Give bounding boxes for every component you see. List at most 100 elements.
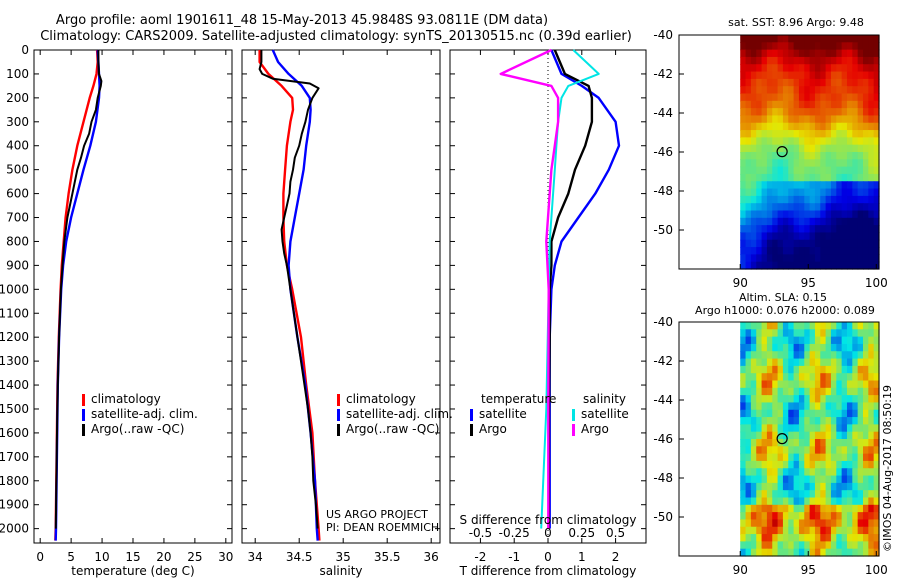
map-cell	[793, 56, 800, 65]
map-cell	[836, 417, 843, 425]
lat-tick-label: -40	[653, 28, 673, 42]
map-cell	[868, 225, 875, 234]
map-cell	[814, 512, 821, 521]
map-cell	[788, 225, 795, 234]
map-cell	[868, 322, 875, 330]
map-cell	[766, 56, 773, 65]
map-cell	[740, 254, 747, 263]
map-cell	[836, 188, 843, 197]
map-cell	[750, 468, 757, 477]
map-cell	[772, 329, 779, 338]
map-cell	[793, 380, 800, 389]
map-cell	[798, 534, 805, 542]
map-cell	[814, 261, 821, 270]
map-cell	[777, 497, 784, 506]
map-cell	[852, 159, 859, 168]
map-cell	[804, 482, 811, 491]
map-cell	[846, 417, 853, 425]
map-cell	[846, 431, 853, 440]
y-tick-label: 500	[6, 163, 29, 177]
map-cell	[873, 468, 880, 477]
map-cell	[852, 519, 859, 528]
map-cell	[868, 417, 875, 425]
map-cell	[846, 64, 853, 73]
map-cell	[788, 417, 795, 425]
map-cell	[830, 166, 837, 175]
map-cell	[766, 402, 773, 411]
map-cell	[814, 526, 821, 535]
map-cell	[846, 173, 853, 182]
map-cell	[825, 358, 832, 367]
map-cell	[857, 329, 864, 338]
map-cell	[862, 188, 869, 197]
map-cell	[761, 468, 768, 477]
map-cell	[836, 49, 843, 58]
top-x-tick-label: -0.25	[499, 526, 530, 540]
map-cell	[836, 512, 843, 521]
temperature-axis-label: temperature (deg C)	[71, 564, 195, 578]
lat-tick-label: -42	[653, 67, 673, 81]
map-cell	[793, 424, 800, 433]
map-cell	[830, 56, 837, 65]
map-cell	[756, 351, 763, 360]
map-cell	[814, 446, 821, 455]
map-cell	[857, 93, 864, 102]
map-cell	[777, 239, 784, 248]
map-cell	[761, 115, 768, 124]
map-cell	[740, 336, 747, 345]
map-cell	[782, 130, 789, 138]
map-cell	[740, 548, 747, 557]
map-cell	[846, 56, 853, 65]
map-cell	[841, 210, 848, 219]
map-cell	[740, 159, 747, 168]
map-cell	[814, 159, 821, 168]
map-cell	[761, 225, 768, 234]
map-cell	[750, 78, 757, 87]
map-cell	[846, 512, 853, 521]
map-cell	[873, 336, 880, 345]
map-cell	[761, 453, 768, 462]
map-cell	[873, 144, 880, 153]
map-cell	[745, 225, 752, 234]
map-cell	[873, 351, 880, 360]
map-cell	[820, 122, 827, 131]
map-cell	[761, 541, 768, 550]
map-cell	[777, 137, 784, 146]
map-cell	[761, 203, 768, 212]
map-cell	[846, 482, 853, 491]
map-cell	[756, 395, 763, 404]
map-cell	[846, 534, 853, 542]
map-cell	[804, 49, 811, 58]
map-cell	[809, 247, 816, 255]
x-tick-label: 0	[36, 550, 44, 564]
map-cell	[809, 460, 816, 469]
map-cell	[862, 409, 869, 418]
map-cell	[852, 446, 859, 455]
map-cell	[873, 56, 880, 65]
map-cell	[873, 534, 880, 542]
map-cell	[782, 166, 789, 175]
map-cell	[740, 261, 747, 270]
map-cell	[846, 373, 853, 382]
map-cell	[825, 417, 832, 425]
map-cell	[745, 71, 752, 80]
map-cell	[772, 210, 779, 219]
map-cell	[873, 453, 880, 462]
map-cell	[852, 56, 859, 65]
map-cell	[825, 512, 832, 521]
map-cell	[825, 203, 832, 212]
map-cell	[873, 225, 880, 234]
map-cell	[750, 173, 757, 182]
map-cell	[756, 402, 763, 411]
map-cell	[841, 203, 848, 212]
map-cell	[772, 490, 779, 499]
map-cell	[745, 78, 752, 87]
map-cell	[873, 137, 880, 146]
map-cell	[830, 548, 837, 557]
map-cell	[804, 254, 811, 263]
map-cell	[820, 468, 827, 477]
map-cell	[798, 343, 805, 352]
map-cell	[766, 254, 773, 263]
map-cell	[761, 322, 768, 330]
map-cell	[852, 534, 859, 542]
